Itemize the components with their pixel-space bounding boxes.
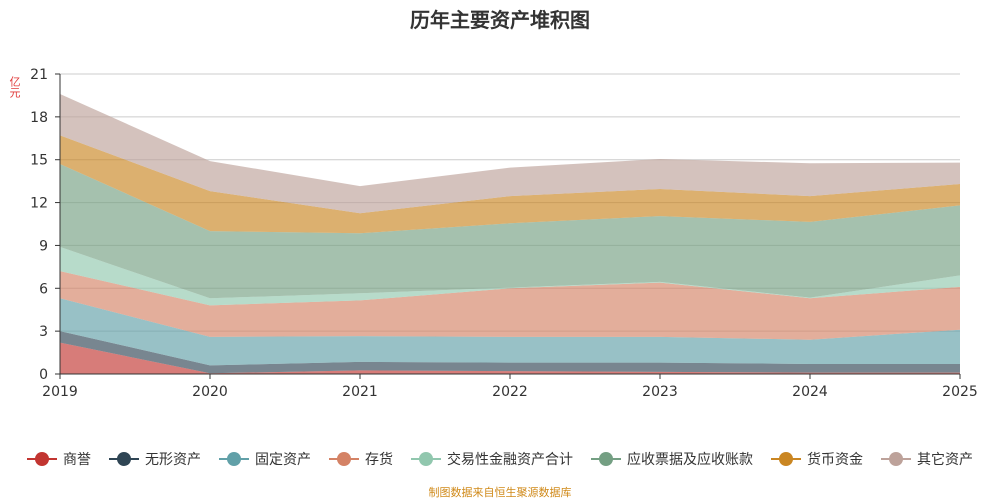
x-tick-label: 2020 bbox=[192, 384, 228, 400]
y-tick-label: 3 bbox=[39, 324, 48, 340]
legend-item[interactable]: 其它资产 bbox=[881, 449, 973, 469]
x-tick-label: 2025 bbox=[942, 384, 978, 400]
legend-marker-icon bbox=[411, 452, 441, 466]
legend-label: 存货 bbox=[365, 452, 393, 468]
area-series bbox=[60, 331, 960, 374]
chart-legend: 商誉 无形资产 固定资产 存货 交易性金融资产合计 应收票据及应收账款 货币资金 其它资产 bbox=[0, 447, 1000, 471]
legend-label: 货币资金 bbox=[807, 452, 863, 468]
legend-marker-icon bbox=[27, 452, 57, 466]
area-series bbox=[60, 135, 960, 234]
legend-label: 固定资产 bbox=[255, 452, 311, 468]
legend-label: 其它资产 bbox=[917, 452, 973, 468]
legend-marker-icon bbox=[219, 452, 249, 466]
y-axis-unit-label: 亿元 bbox=[8, 76, 21, 98]
legend-item[interactable]: 交易性金融资产合计 bbox=[411, 449, 573, 469]
y-tick-label: 18 bbox=[30, 110, 48, 126]
legend-item[interactable]: 货币资金 bbox=[771, 449, 863, 469]
y-tick-label: 9 bbox=[39, 238, 48, 254]
area-series bbox=[60, 342, 960, 374]
legend-marker-icon bbox=[109, 452, 139, 466]
y-tick-label: 6 bbox=[39, 281, 48, 297]
legend-item[interactable]: 存货 bbox=[329, 449, 393, 469]
legend-label: 无形资产 bbox=[145, 452, 201, 468]
y-tick-label: 12 bbox=[30, 196, 48, 212]
stacked-area-chart: 0 3 6 9 12 15 18 21 2019 2020 2021 2022 2023 2024 2025 bbox=[30, 67, 978, 400]
x-tick-label: 2024 bbox=[792, 384, 828, 400]
legend-marker-icon bbox=[881, 452, 911, 466]
legend-label: 交易性金融资产合计 bbox=[447, 452, 573, 468]
legend-item[interactable]: 商誉 bbox=[27, 449, 91, 469]
legend-marker-icon bbox=[591, 452, 621, 466]
x-tick-label: 2021 bbox=[342, 384, 378, 400]
area-series bbox=[60, 298, 960, 366]
x-tick-label: 2019 bbox=[42, 384, 78, 400]
legend-marker-icon bbox=[329, 452, 359, 466]
chart-title: 历年主要资产堆积图 bbox=[410, 8, 590, 32]
y-tick-label: 15 bbox=[30, 153, 48, 169]
legend-item[interactable]: 无形资产 bbox=[109, 449, 201, 469]
y-tick-label: 21 bbox=[30, 67, 48, 83]
legend-label: 应收票据及应收账款 bbox=[627, 452, 753, 468]
legend-label: 商誉 bbox=[63, 452, 91, 468]
y-tick-label: 0 bbox=[39, 367, 48, 383]
area-series bbox=[60, 164, 960, 299]
source-note: 制图数据来自恒生聚源数据库 bbox=[428, 486, 572, 499]
x-tick-label: 2023 bbox=[642, 384, 678, 400]
legend-item[interactable]: 固定资产 bbox=[219, 449, 311, 469]
area-series bbox=[60, 94, 960, 214]
legend-item[interactable]: 应收票据及应收账款 bbox=[591, 449, 753, 469]
x-tick-label: 2022 bbox=[492, 384, 528, 400]
legend-marker-icon bbox=[771, 452, 801, 466]
area-series bbox=[60, 271, 960, 340]
